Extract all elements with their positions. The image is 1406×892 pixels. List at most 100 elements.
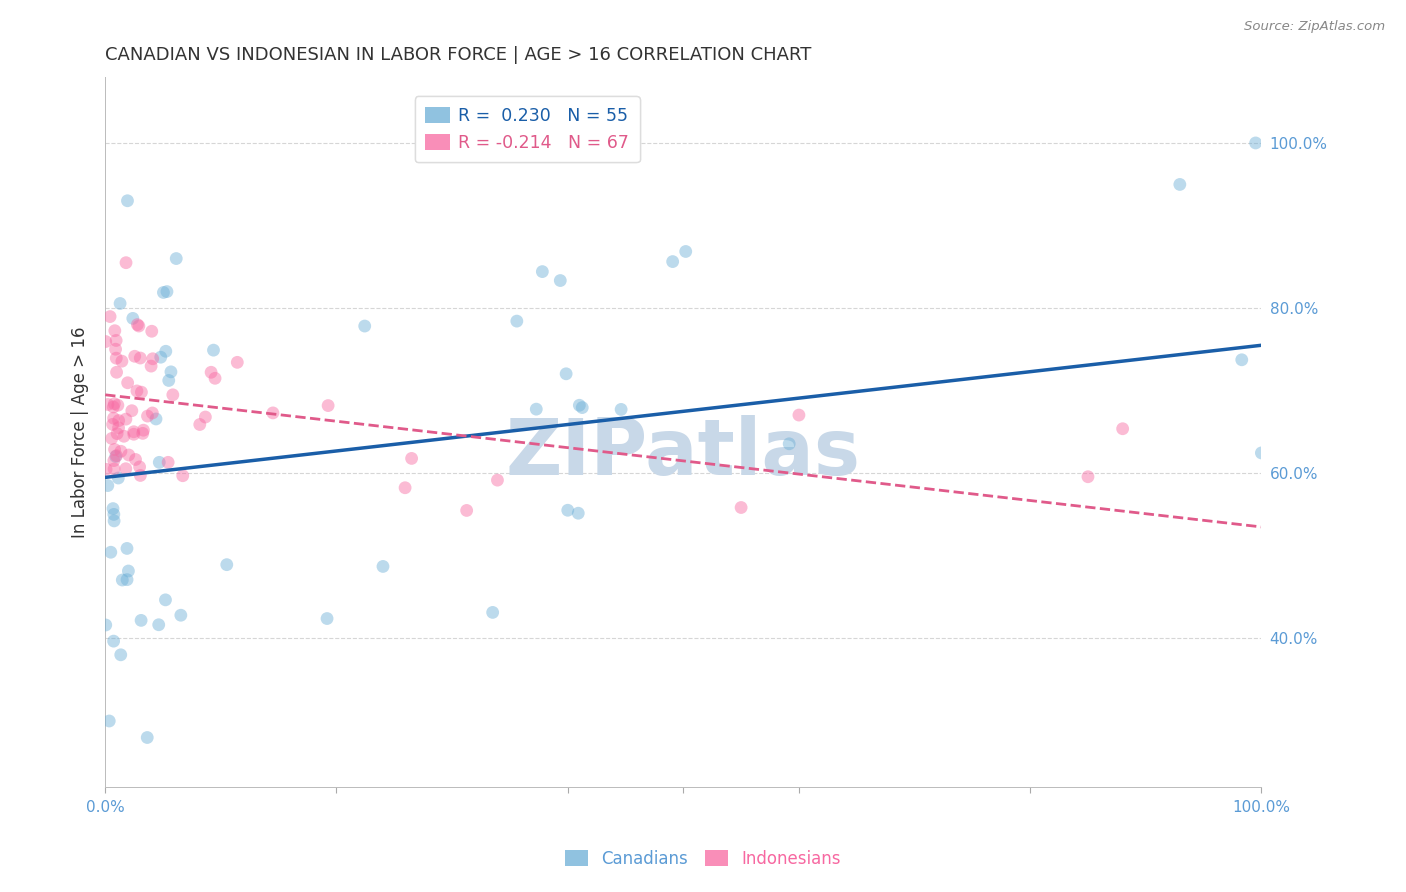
Text: ZIPatlas: ZIPatlas	[506, 416, 860, 491]
Point	[148, 455, 170, 469]
Point	[394, 481, 416, 495]
Point	[94, 618, 117, 632]
Point	[1111, 422, 1133, 436]
Point	[98, 310, 121, 324]
Point	[531, 264, 554, 278]
Point	[128, 459, 150, 474]
Point	[121, 403, 143, 417]
Point	[103, 442, 125, 457]
Text: Source: ZipAtlas.com: Source: ZipAtlas.com	[1244, 20, 1385, 33]
Point	[100, 432, 122, 446]
Point	[157, 455, 180, 469]
Point	[107, 421, 129, 435]
Point	[105, 426, 128, 441]
Point	[129, 468, 152, 483]
Point	[557, 503, 579, 517]
Point	[141, 406, 163, 420]
Point	[105, 351, 128, 366]
Point	[215, 558, 238, 572]
Point	[115, 255, 138, 269]
Point	[129, 613, 152, 627]
Y-axis label: In Labor Force | Age > 16: In Labor Force | Age > 16	[72, 326, 89, 538]
Point	[118, 448, 141, 462]
Text: CANADIAN VS INDONESIAN IN LABOR FORCE | AGE > 16 CORRELATION CHART: CANADIAN VS INDONESIAN IN LABOR FORCE | …	[105, 46, 811, 64]
Point	[571, 401, 593, 415]
Point	[127, 318, 149, 332]
Point	[111, 354, 134, 368]
Point	[136, 409, 159, 423]
Legend: Canadians, Indonesians: Canadians, Indonesians	[558, 844, 848, 875]
Point	[107, 414, 129, 428]
Point	[97, 478, 120, 492]
Point	[481, 606, 503, 620]
Point	[524, 402, 547, 417]
Point	[128, 319, 150, 334]
Point	[115, 412, 138, 426]
Point	[103, 400, 125, 414]
Point	[104, 450, 127, 464]
Point	[129, 351, 152, 365]
Point	[188, 417, 211, 432]
Point	[117, 376, 139, 390]
Point	[114, 461, 136, 475]
Point	[675, 244, 697, 259]
Point	[139, 359, 162, 373]
Point	[567, 506, 589, 520]
Point	[117, 564, 139, 578]
Point	[1250, 446, 1272, 460]
Point	[401, 451, 423, 466]
Point	[202, 343, 225, 358]
Point	[94, 334, 117, 349]
Point	[152, 285, 174, 300]
Point	[610, 402, 633, 417]
Point	[165, 252, 187, 266]
Point	[105, 365, 128, 379]
Point	[97, 397, 120, 411]
Point	[115, 541, 138, 556]
Point	[353, 319, 375, 334]
Point	[131, 385, 153, 400]
Point	[1230, 352, 1253, 367]
Point	[124, 452, 146, 467]
Point	[132, 423, 155, 437]
Point	[1244, 136, 1267, 150]
Point	[105, 449, 128, 463]
Point	[121, 311, 143, 326]
Point	[316, 611, 339, 625]
Point	[155, 344, 177, 359]
Point	[108, 296, 131, 310]
Point	[156, 285, 179, 299]
Legend: R =  0.230   N = 55, R = -0.214   N = 67: R = 0.230 N = 55, R = -0.214 N = 67	[415, 96, 640, 162]
Point	[787, 408, 810, 422]
Point	[149, 350, 172, 364]
Point	[155, 592, 177, 607]
Point	[555, 367, 578, 381]
Point	[104, 324, 127, 338]
Point	[125, 384, 148, 398]
Point	[100, 545, 122, 559]
Point	[101, 501, 124, 516]
Point	[456, 503, 478, 517]
Point	[141, 324, 163, 338]
Point	[1077, 469, 1099, 483]
Point	[111, 573, 134, 587]
Point	[132, 426, 155, 441]
Point	[316, 399, 339, 413]
Point	[172, 468, 194, 483]
Point	[122, 427, 145, 442]
Point	[98, 714, 121, 728]
Point	[122, 425, 145, 439]
Point	[160, 365, 183, 379]
Point	[107, 398, 129, 412]
Point	[103, 453, 125, 467]
Point	[262, 406, 284, 420]
Point	[110, 648, 132, 662]
Point	[103, 634, 125, 648]
Point	[104, 342, 127, 356]
Point	[226, 355, 249, 369]
Point	[112, 429, 135, 443]
Point	[661, 254, 683, 268]
Point	[568, 398, 591, 412]
Point	[148, 617, 170, 632]
Point	[145, 412, 167, 426]
